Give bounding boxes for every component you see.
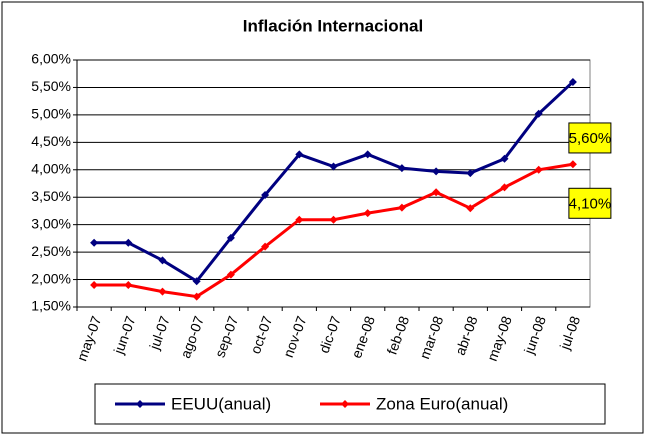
marker [295,150,304,159]
marker [432,167,441,176]
y-tick-label: 4,00% [31,160,71,176]
marker [261,242,270,251]
value-label: 5,60% [569,130,612,147]
value-label-box [568,122,612,154]
value-label-box [568,187,612,219]
y-tick-label: 5,50% [31,78,71,94]
marker [226,270,235,279]
y-tick-label: 5,00% [31,106,71,122]
marker [124,238,133,247]
marker [192,292,201,301]
marker [261,191,270,200]
y-tick-label: 6,00% [31,51,71,67]
chart-title: Inflación Internacional [243,16,423,35]
marker [500,183,509,192]
marker [397,164,406,173]
marker [568,160,577,169]
marker [226,233,235,242]
legend-marker [136,400,144,408]
marker [329,162,338,171]
legend-label: Zona Euro(anual) [376,394,508,413]
marker [158,287,167,296]
y-tick-label: 3,50% [31,188,71,204]
marker [534,165,543,174]
marker [192,277,201,286]
marker [295,215,304,224]
marker [500,154,509,163]
marker [534,109,543,118]
marker [124,281,133,290]
legend-marker [341,400,349,408]
y-tick-label: 2,50% [31,243,71,259]
marker [363,209,372,218]
y-tick-label: 2,00% [31,270,71,286]
marker [329,215,338,224]
y-tick-label: 4,50% [31,133,71,149]
marker [90,238,99,247]
marker [397,203,406,212]
y-tick-label: 3,00% [31,215,71,231]
marker [466,169,475,178]
marker [363,150,372,159]
marker [466,204,475,213]
marker [158,256,167,265]
value-label: 4,10% [569,195,612,212]
legend-label: EEUU(anual) [171,394,271,413]
marker [432,188,441,197]
y-tick-label: 1,50% [31,298,71,314]
marker [568,77,577,86]
marker [90,281,99,290]
